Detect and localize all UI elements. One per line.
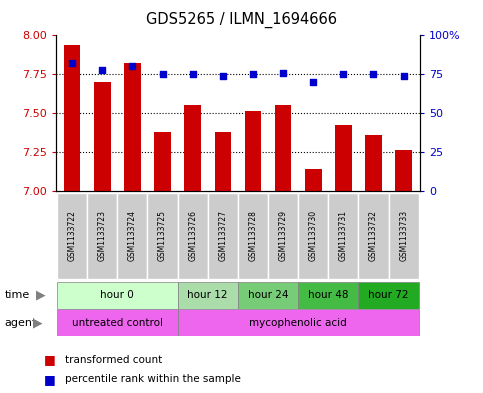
Bar: [245, 112, 261, 191]
Text: ▶: ▶: [33, 316, 43, 329]
Text: ■: ■: [43, 353, 55, 366]
Text: ▶: ▶: [36, 288, 46, 302]
Text: percentile rank within the sample: percentile rank within the sample: [65, 374, 241, 384]
Bar: [154, 132, 171, 191]
Bar: [268, 193, 298, 279]
Bar: [57, 309, 178, 336]
Text: GSM1133724: GSM1133724: [128, 210, 137, 261]
Text: GSM1133727: GSM1133727: [218, 210, 227, 261]
Point: [99, 66, 106, 73]
Text: GSM1133729: GSM1133729: [279, 210, 287, 261]
Bar: [57, 282, 178, 309]
Bar: [396, 150, 412, 191]
Bar: [208, 193, 238, 279]
Bar: [275, 105, 291, 191]
Text: GSM1133732: GSM1133732: [369, 210, 378, 261]
Bar: [298, 282, 358, 309]
Point: [279, 70, 287, 76]
Text: mycophenolic acid: mycophenolic acid: [249, 318, 347, 328]
Point: [309, 79, 317, 85]
Bar: [305, 169, 322, 191]
Point: [159, 71, 167, 77]
Text: GSM1133726: GSM1133726: [188, 210, 197, 261]
Text: agent: agent: [5, 318, 37, 328]
Text: untreated control: untreated control: [72, 318, 163, 328]
Bar: [238, 282, 298, 309]
Point: [219, 73, 227, 79]
Text: transformed count: transformed count: [65, 354, 162, 365]
Text: GSM1133730: GSM1133730: [309, 210, 318, 261]
Text: hour 24: hour 24: [248, 290, 288, 300]
Bar: [335, 125, 352, 191]
Bar: [57, 193, 87, 279]
Bar: [298, 193, 328, 279]
Text: time: time: [5, 290, 30, 300]
Point: [68, 60, 76, 66]
Point: [249, 71, 257, 77]
Bar: [178, 309, 419, 336]
Point: [189, 71, 197, 77]
Bar: [328, 193, 358, 279]
Point: [400, 73, 408, 79]
Text: ■: ■: [43, 373, 55, 386]
Bar: [358, 282, 419, 309]
Text: GSM1133722: GSM1133722: [68, 210, 77, 261]
Bar: [388, 193, 419, 279]
Text: GSM1133723: GSM1133723: [98, 210, 107, 261]
Bar: [64, 45, 80, 191]
Point: [128, 63, 136, 70]
Bar: [214, 132, 231, 191]
Point: [369, 71, 377, 77]
Text: hour 12: hour 12: [187, 290, 228, 300]
Text: GDS5265 / ILMN_1694666: GDS5265 / ILMN_1694666: [146, 12, 337, 28]
Bar: [365, 135, 382, 191]
Text: hour 0: hour 0: [100, 290, 134, 300]
Bar: [147, 193, 178, 279]
Bar: [185, 105, 201, 191]
Text: hour 72: hour 72: [369, 290, 409, 300]
Text: hour 48: hour 48: [308, 290, 349, 300]
Bar: [87, 193, 117, 279]
Text: GSM1133725: GSM1133725: [158, 210, 167, 261]
Bar: [124, 63, 141, 191]
Bar: [238, 193, 268, 279]
Bar: [94, 82, 111, 191]
Bar: [358, 193, 388, 279]
Text: GSM1133731: GSM1133731: [339, 210, 348, 261]
Text: GSM1133733: GSM1133733: [399, 210, 408, 261]
Bar: [178, 282, 238, 309]
Bar: [117, 193, 147, 279]
Text: GSM1133728: GSM1133728: [248, 210, 257, 261]
Point: [340, 71, 347, 77]
Bar: [178, 193, 208, 279]
